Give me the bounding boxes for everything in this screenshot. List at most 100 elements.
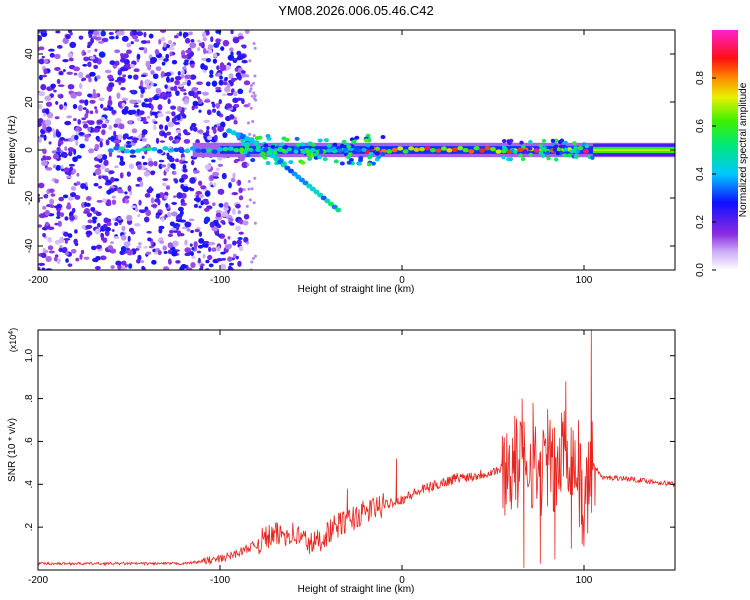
heatmap-noise-cell (204, 216, 211, 223)
heatmap-noise-cell (205, 58, 211, 63)
heatmap-noise-cell (56, 258, 61, 265)
heatmap-noise-cell (204, 164, 212, 170)
heatmap-noise-cell (69, 32, 73, 36)
heatmap-noise-cell (148, 33, 154, 39)
heatmap-line-cell (178, 148, 185, 154)
heatmap-noise-cell (241, 44, 247, 49)
heatmap-noise-cell (84, 113, 89, 119)
heatmap-noise-cell (203, 99, 211, 103)
heatmap-noise-cell (246, 121, 250, 125)
heatmap-cluster-cell (242, 150, 248, 155)
heatmap-noise-cell (54, 222, 59, 226)
heatmap-noise-cell (62, 194, 69, 199)
heatmap-noise-cell (167, 121, 175, 128)
heatmap-noise-cell (189, 243, 193, 247)
heatmap-noise-cell (187, 79, 191, 86)
heatmap-noise-cell (178, 31, 183, 37)
heatmap-noise-cell (52, 153, 60, 160)
heatmap-noise-cell (150, 56, 158, 64)
heatmap-noise-cell (121, 108, 129, 115)
heatmap-noise-cell (38, 136, 42, 143)
heatmap-noise-cell (165, 53, 170, 59)
heatmap-cluster-cell (333, 159, 339, 164)
heatmap-noise-cell (212, 171, 220, 177)
heatmap-cluster-cell (562, 153, 567, 158)
heatmap-noise-cell (237, 179, 242, 186)
heatmap-noise-cell (232, 208, 236, 215)
heatmap-cluster-cell (546, 156, 551, 161)
heatmap-noise-cell (145, 60, 151, 68)
heatmap-noise-cell (216, 65, 220, 71)
heatmap-noise-cell (247, 187, 251, 191)
heatmap-noise-cell (150, 204, 158, 208)
heatmap-noise-cell (248, 59, 252, 63)
snr-y-ticks: .2 .4 .6 .8 1.0 (24, 348, 675, 531)
heatmap-cluster-cell (569, 149, 575, 154)
heatmap-noise-cell (227, 243, 232, 248)
heatmap-cluster-cell (284, 137, 290, 142)
heatmap-line-cell (255, 147, 262, 152)
heatmap-noise-cell (241, 70, 246, 74)
spectrogram-y-label: Frequency (Hz) (7, 116, 18, 185)
heatmap-noise-cell (55, 30, 61, 34)
heatmap-noise-cell (174, 158, 180, 163)
heatmap-noise-cell (183, 92, 187, 96)
heatmap-noise-cell (98, 97, 105, 102)
heatmap-noise-cell (223, 201, 229, 209)
heatmap-branch-cell (335, 207, 342, 213)
heatmap-noise-cell (59, 212, 65, 218)
heatmap-noise-cell (73, 72, 78, 76)
heatmap-noise-cell (165, 72, 172, 77)
heatmap-cluster-cell (365, 143, 371, 148)
heatmap-noise-cell (38, 35, 43, 42)
heatmap-cluster-cell (346, 144, 352, 149)
heatmap-noise-cell (40, 252, 47, 259)
heatmap-noise-cell (233, 91, 238, 97)
heatmap-noise-cell (109, 185, 115, 189)
heatmap-noise-cell (178, 177, 185, 183)
heatmap-noise-cell (138, 199, 142, 206)
heatmap-branch-cell (302, 180, 309, 186)
heatmap-noise-cell (196, 129, 204, 134)
heatmap-noise-cell (116, 31, 122, 36)
heatmap-noise-cell (76, 154, 82, 159)
heatmap-noise-cell (100, 236, 105, 241)
heatmap-cluster-cell (575, 149, 580, 154)
heatmap-noise-cell (109, 241, 114, 245)
spectrogram-y-tick-label: 40 (24, 48, 35, 60)
heatmap-noise-cell (227, 83, 231, 88)
heatmap-noise-cell (237, 35, 244, 40)
colorbar-tick-label: 0.6 (695, 119, 706, 133)
heatmap-noise-cell (191, 105, 195, 111)
heatmap-noise-cell (165, 203, 169, 208)
heatmap-cluster-cell (323, 138, 329, 143)
heatmap-noise-cell (208, 246, 212, 253)
heatmap-cluster-cell (376, 154, 382, 159)
heatmap-noise-cell (99, 141, 103, 148)
heatmap-cluster-cell (555, 151, 560, 156)
heatmap-noise-cell (86, 120, 92, 123)
heatmap-noise-cell (88, 33, 93, 39)
heatmap-branch-cell (253, 140, 260, 146)
heatmap-noise-cell (69, 41, 77, 49)
heatmap-cluster-cell (263, 143, 269, 148)
heatmap-cluster-cell (552, 147, 558, 152)
heatmap-noise-cell (103, 217, 110, 224)
heatmap-cluster-cell (554, 157, 559, 162)
spectrogram-y-tick-label: -20 (24, 190, 35, 205)
heatmap-cluster-cell (283, 145, 289, 150)
heatmap-noise-cell (96, 119, 103, 125)
heatmap-noise-cell (63, 167, 70, 173)
heatmap-noise-cell (157, 104, 163, 111)
heatmap-noise-cell (115, 260, 122, 266)
heatmap-noise-cell (188, 90, 195, 97)
heatmap-noise-cell (232, 36, 240, 44)
heatmap-noise-cell (93, 182, 99, 187)
heatmap-noise-cell (150, 197, 155, 204)
heatmap-noise-cell (127, 74, 133, 79)
heatmap-noise-cell (43, 68, 48, 75)
heatmap-noise-cell (55, 131, 62, 138)
heatmap-line-cell (151, 147, 158, 152)
heatmap-noise-cell (198, 194, 205, 199)
heatmap-noise-cell (54, 67, 61, 71)
